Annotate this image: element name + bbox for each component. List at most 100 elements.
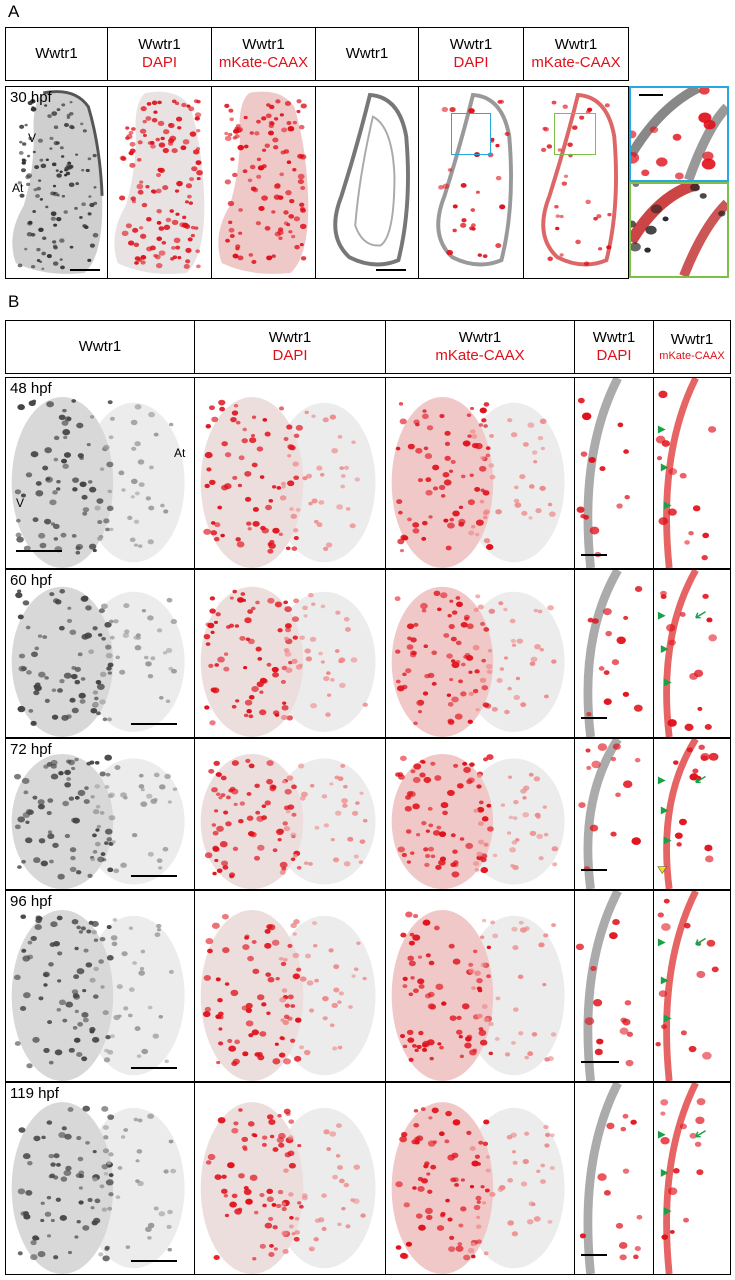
panel-b-image [574, 890, 654, 1082]
panel-b-image [653, 1082, 731, 1275]
panel-b-image [385, 890, 575, 1082]
header-line2: mKate-CAAX [659, 350, 725, 362]
scale-bar [376, 269, 406, 271]
heart-micrograph [391, 754, 565, 889]
panel-b-image [194, 377, 386, 569]
header-line1: Wwtr1 [449, 36, 493, 53]
panel-a-header-6: Wwtr1 mKate-CAAX [523, 27, 629, 81]
scale-bar [581, 1254, 607, 1256]
scale-bar [581, 869, 607, 871]
panel-b-image [653, 377, 731, 569]
panel-b-image [653, 569, 731, 738]
green-arrowhead-marker [663, 501, 672, 510]
panel-a-header-2: Wwtr1 DAPI [107, 27, 212, 81]
ventricle-label: V [28, 131, 37, 145]
heart-wall-zoom [655, 378, 717, 568]
green-arrowhead-marker [657, 938, 666, 947]
green-arrowhead-marker [663, 1207, 672, 1216]
panel-b-image [653, 738, 731, 890]
heart-micrograph [391, 586, 565, 737]
panel-b-header-2: Wwtr1 DAPI [194, 320, 386, 374]
header-line1: Wwtr1 [35, 45, 78, 62]
panel-b-header-4: Wwtr1 DAPI [574, 320, 654, 374]
panel-b-image [574, 569, 654, 738]
scale-bar [131, 723, 177, 725]
green-arrowhead-marker [663, 836, 672, 845]
inset-micrograph [631, 184, 727, 276]
time-label: 96 hpf [10, 893, 52, 910]
atrium-label: At [174, 446, 186, 460]
panel-a-header-3: Wwtr1 mKate-CAAX [211, 27, 316, 81]
heart-micrograph [200, 586, 376, 737]
heart-micrograph [11, 1102, 185, 1274]
panel-b-image [653, 890, 731, 1082]
heart-wall-zoom [655, 891, 719, 1081]
panel-a-image-wwtr1-mkate-section [523, 86, 629, 279]
green-arrowhead-marker [657, 1130, 666, 1139]
scale-bar [581, 717, 607, 719]
header-line1: Wwtr1 [592, 329, 636, 346]
scale-bar [131, 1067, 177, 1069]
heart-micrograph [11, 754, 185, 889]
green-arrowhead-marker [657, 776, 666, 785]
panel-b-image [385, 377, 575, 569]
header-line2: DAPI [453, 54, 489, 71]
panel-b-header-5: Wwtr1 mKate-CAAX [653, 320, 731, 374]
header-line1: Wwtr1 [554, 36, 598, 53]
panel-b-image: 96 hpf [5, 890, 195, 1082]
green-arrowhead-marker [660, 645, 669, 654]
green-arrowhead-marker [660, 463, 669, 472]
panel-b-image: 48 hpf V At [5, 377, 195, 569]
header-line2: DAPI [141, 54, 177, 71]
inset-green-zoom [629, 182, 729, 278]
heart-micrograph [114, 91, 205, 274]
heart-section-outline [436, 92, 513, 267]
panel-b-image: 72 hpf [5, 738, 195, 890]
time-label: 30 hpf [10, 89, 52, 106]
green-arrowhead-marker [657, 425, 666, 434]
header-line1: Wwtr1 [345, 45, 389, 62]
scale-bar [16, 550, 62, 552]
heart-section-outline [333, 92, 410, 267]
inset-box-blue [451, 113, 491, 155]
header-line2: DAPI [596, 347, 632, 364]
scale-bar [131, 875, 177, 877]
panel-a-image-wwtr1-dapi [107, 86, 212, 279]
panel-b-header-3: Wwtr1 mKate-CAAX [385, 320, 575, 374]
time-label: 119 hpf [10, 1085, 59, 1102]
heart-micrograph [218, 91, 309, 274]
time-label: 48 hpf [10, 380, 52, 397]
scale-bar [581, 1061, 619, 1063]
panel-b-image: 60 hpf [5, 569, 195, 738]
heart-micrograph [12, 90, 104, 274]
heart-wall-zoom [657, 1083, 706, 1274]
heart-micrograph [200, 754, 376, 889]
header-line2: mKate-CAAX [435, 347, 525, 364]
heart-micrograph [200, 910, 376, 1081]
panel-b-image [574, 377, 654, 569]
header-line1: Wwtr1 [78, 338, 122, 355]
heart-wall-zoom [657, 570, 718, 737]
heart-micrograph [11, 397, 185, 568]
panel-b-image [385, 569, 575, 738]
yellow-arrowhead-marker [657, 866, 668, 874]
green-open-arrow-marker [695, 937, 706, 946]
green-arrowhead-marker [663, 678, 672, 687]
panel-b-image [194, 569, 386, 738]
panel-b-image [574, 1082, 654, 1275]
heart-micrograph [200, 1102, 376, 1274]
panel-b-letter: B [8, 292, 20, 311]
heart-wall-zoom [578, 739, 642, 889]
header-line1: Wwtr1 [670, 331, 714, 348]
panel-a-image-wwtr1-section [315, 86, 419, 279]
green-arrowhead-marker [663, 1014, 672, 1023]
atrium-label: At [12, 181, 24, 195]
header-line2: mKate-CAAX [531, 54, 621, 71]
inset-micrograph [631, 88, 727, 180]
ventricle-label: V [16, 496, 25, 510]
green-arrowhead-marker [660, 806, 669, 815]
header-line1: Wwtr1 [268, 329, 312, 346]
panel-a-image-wwtr1-dapi-section [418, 86, 524, 279]
header-line2: DAPI [272, 347, 308, 364]
panel-b-image [385, 738, 575, 890]
